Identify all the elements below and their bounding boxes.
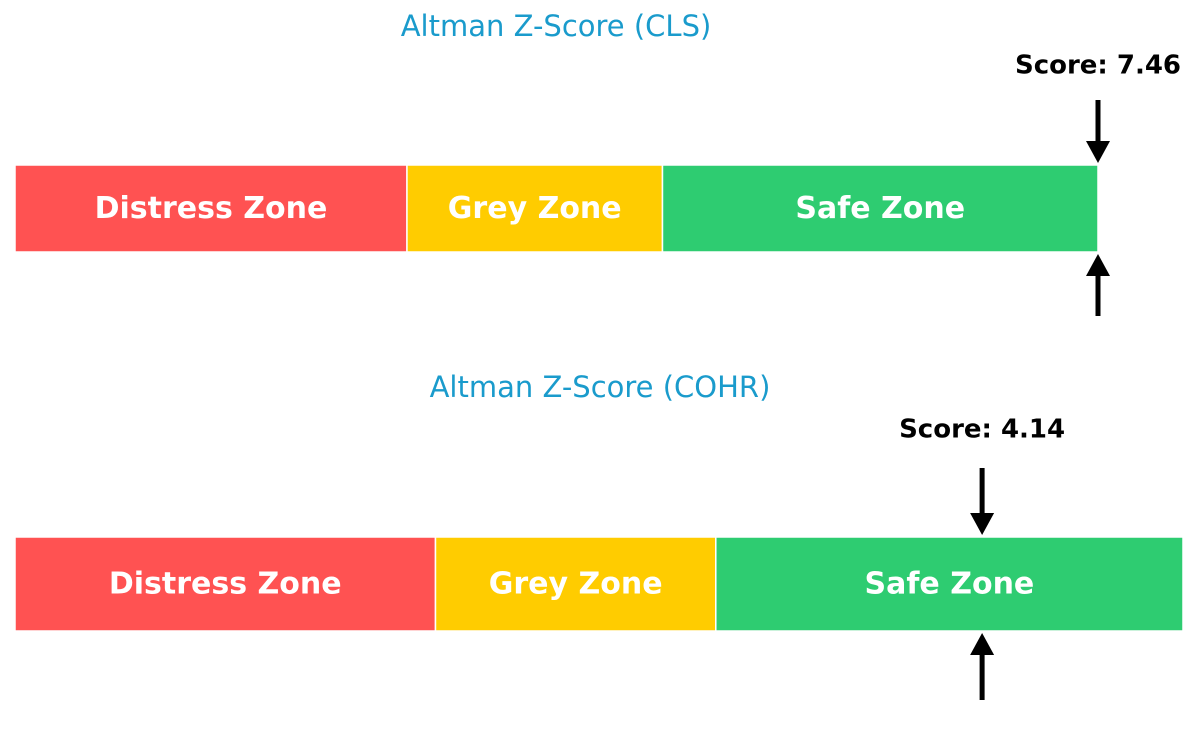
score-label: Score: 7.46 xyxy=(1015,51,1181,81)
score-arrow-head xyxy=(1086,141,1110,163)
zone-label: Safe Zone xyxy=(795,191,965,226)
chart-title: Altman Z-Score (CLS) xyxy=(401,9,712,43)
zone-bar xyxy=(14,536,437,632)
zone-label: Safe Zone xyxy=(865,567,1035,602)
zone-label: Grey Zone xyxy=(489,567,663,602)
zone-label: Distress Zone xyxy=(109,567,342,602)
score-label: Score: 4.14 xyxy=(899,415,1065,445)
zone-bar xyxy=(661,164,1099,253)
zone-label: Grey Zone xyxy=(448,191,622,226)
score-arrow-head xyxy=(1086,254,1110,276)
zone-bar xyxy=(14,164,408,253)
zone-label: Distress Zone xyxy=(95,191,328,226)
score-arrow-head xyxy=(970,513,995,535)
chart-title: Altman Z-Score (COHR) xyxy=(430,370,771,404)
zone-bar xyxy=(406,164,664,253)
score-arrow-head xyxy=(970,633,995,655)
zone-bar xyxy=(715,536,1184,632)
